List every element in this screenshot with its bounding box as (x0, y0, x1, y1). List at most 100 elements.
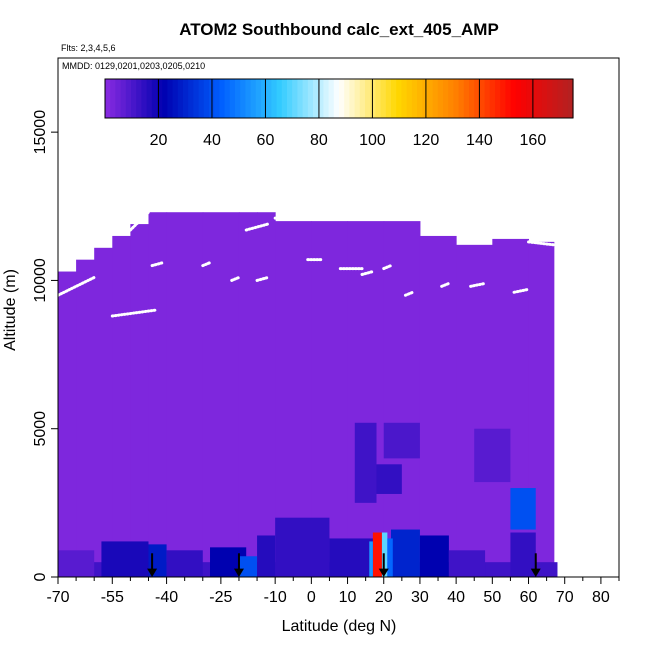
colorbar-cell (318, 79, 324, 118)
x-axis-label: Latitude (deg N) (282, 618, 397, 635)
colorbar-tick-label: 120 (413, 132, 440, 149)
flight-track (360, 270, 375, 276)
colorbar-cell (151, 79, 158, 118)
heat-cell (383, 422, 420, 459)
heat-cell (354, 422, 377, 503)
colorbar-cell (422, 79, 428, 118)
heat-cell (329, 538, 377, 577)
colorbar-cell (432, 79, 439, 118)
flight-track (382, 264, 393, 271)
x-tick-label: 20 (375, 589, 393, 606)
colorbar-cell (458, 79, 465, 118)
colorbar-cell (354, 79, 361, 118)
heat-cell (238, 556, 258, 577)
x-tick-label: 80 (592, 589, 610, 606)
heat-cell (257, 535, 276, 577)
colorbar-cell (567, 79, 574, 118)
colorbar-tick-label: 100 (359, 132, 386, 149)
flight-track (244, 222, 270, 232)
colorbar-cell (359, 79, 366, 118)
flight-track (440, 281, 451, 288)
heat-column (202, 212, 240, 577)
heat-cell (372, 532, 382, 577)
surface-marker-arrow (147, 568, 158, 577)
heat-cell (58, 550, 95, 577)
colorbar-cell (115, 79, 122, 118)
y-axis-label: Altitude (m) (2, 269, 19, 351)
colorbar-cell (105, 79, 111, 118)
colorbar-cell (266, 79, 272, 118)
colorbar-cell (547, 79, 553, 118)
colorbar-cell (271, 79, 278, 118)
flight-track (110, 308, 158, 318)
colorbar-cell (521, 79, 527, 118)
heat-column (383, 221, 421, 577)
heat-cell (474, 428, 511, 483)
y-tick-label: 0 (32, 572, 49, 581)
colorbar-cell (177, 79, 184, 118)
flight-track (230, 275, 241, 282)
colorbar-cell (505, 79, 512, 118)
colorbar-cell (229, 79, 236, 118)
heat-cell (166, 550, 203, 577)
colorbar-cell (120, 79, 127, 118)
flight-track (469, 281, 487, 288)
colorbar-cell (136, 79, 142, 118)
colorbar-cell (302, 79, 309, 118)
heat-column (94, 247, 113, 577)
colorbar-cell (411, 79, 418, 118)
colorbar-cell (531, 79, 538, 118)
colorbar-cell (183, 79, 189, 118)
colorbar-cell (443, 79, 449, 118)
colorbar-cell (328, 79, 335, 118)
colorbar-cell (401, 79, 408, 118)
colorbar-cell (162, 79, 168, 118)
colorbar-cell (281, 79, 288, 118)
colorbar-cell (536, 79, 543, 118)
heat-cell (275, 517, 330, 577)
colorbar-cell (484, 79, 491, 118)
colorbar-cell (125, 79, 132, 118)
colorbar-tick-label: 160 (520, 132, 547, 149)
heat-cell (376, 464, 402, 494)
y-tick-label: 15000 (32, 110, 49, 155)
colorbar-cell (344, 79, 350, 118)
x-axis: -70 -55 -40 -25 -10 0 10 20 30 40 50 60 70 80 (46, 577, 620, 606)
colorbar-cell (219, 79, 226, 118)
colorbar-cell (448, 79, 454, 118)
heat-cell (448, 550, 486, 577)
colorbar-cell (515, 79, 522, 118)
colorbar-cell (333, 79, 340, 118)
colorbar-cell (188, 79, 194, 118)
colorbar-cell (552, 79, 558, 118)
colorbar-tick-label: 140 (466, 132, 493, 149)
x-tick-label: -40 (155, 589, 178, 606)
colorbar-cell (385, 79, 392, 118)
colorbar-tick-label: 60 (257, 132, 275, 149)
heat-column (238, 212, 258, 577)
x-tick-label: -70 (46, 589, 69, 606)
colorbar-cell (224, 79, 231, 118)
colorbar-cell (541, 79, 548, 118)
colorbar-cell (240, 79, 246, 118)
colorbar-cell (198, 79, 205, 118)
colorbar-cell (437, 79, 444, 118)
plot-frame (57, 57, 620, 578)
heat-column (456, 244, 493, 577)
heat-cell (369, 541, 373, 577)
colorbar-cell (131, 79, 137, 118)
x-tick-label: -25 (209, 589, 232, 606)
y-tick-label: 10000 (32, 258, 49, 303)
heat-cell (101, 541, 149, 577)
heat-column (166, 212, 204, 577)
colorbar-cell (141, 79, 148, 118)
colorbar-cell (235, 79, 241, 118)
colorbar-cell (255, 79, 262, 118)
colorbar-cell (526, 79, 532, 118)
colorbar-cell (287, 79, 293, 118)
heat-column (257, 212, 276, 577)
colorbar-cell (495, 79, 501, 118)
surface-marker-arrow (233, 568, 244, 577)
colorbar-cell (562, 79, 569, 118)
